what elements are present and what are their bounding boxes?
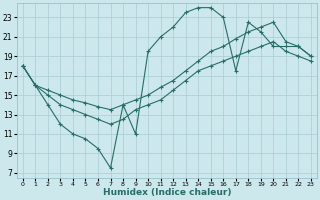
X-axis label: Humidex (Indice chaleur): Humidex (Indice chaleur) <box>103 188 231 197</box>
